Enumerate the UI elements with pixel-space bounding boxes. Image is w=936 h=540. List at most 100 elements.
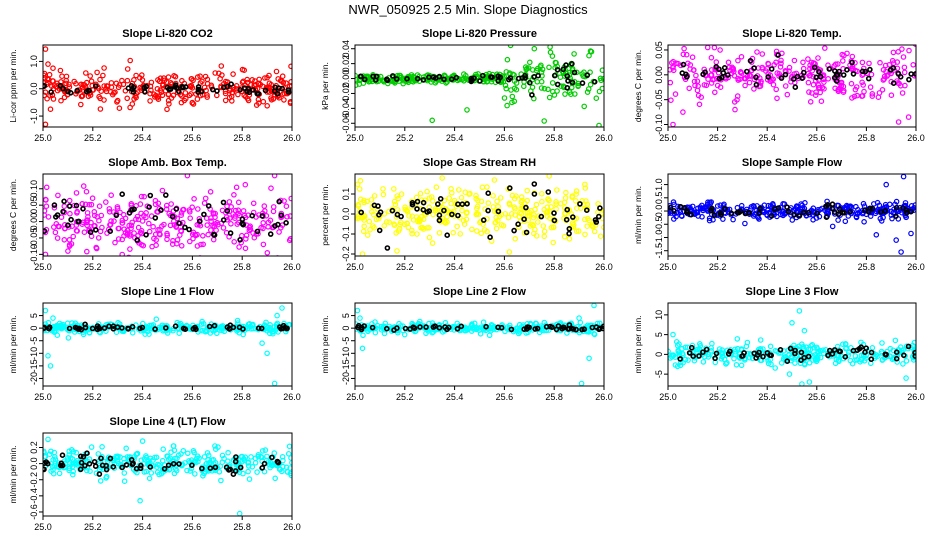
- data-point: [261, 208, 268, 214]
- data-point: [48, 83, 55, 90]
- data-point: [99, 224, 105, 231]
- data-point: [906, 76, 912, 83]
- data-point: [912, 202, 916, 208]
- data-point: [74, 210, 80, 216]
- data-point: [444, 213, 450, 220]
- y-tick-label: -0.10: [29, 244, 39, 265]
- data-point: [360, 332, 366, 339]
- data-point: [868, 356, 875, 363]
- data-point: [458, 323, 465, 330]
- data-point: [246, 227, 253, 234]
- data-point: [671, 201, 677, 208]
- data-point: [588, 48, 595, 55]
- x-tick-label: 25.0: [346, 262, 364, 272]
- data-point: [856, 209, 863, 216]
- x-tick-label: 25.8: [233, 522, 251, 532]
- chart-panel: Slope Sample Flow 25.0 25.2 25.4 25.6 25.8 26.…: [633, 157, 925, 272]
- data-point: [595, 213, 602, 220]
- data-point: [826, 66, 833, 72]
- data-point: [530, 214, 537, 221]
- data-point: [43, 448, 47, 455]
- data-point: [903, 207, 910, 213]
- x-tick-label: 25.0: [34, 262, 52, 272]
- data-point: [155, 77, 161, 83]
- data-point: [288, 79, 292, 85]
- data-point: [43, 184, 50, 191]
- data-point: [719, 347, 726, 353]
- data-point: [180, 325, 187, 332]
- data-point: [762, 68, 769, 74]
- data-point: [426, 74, 432, 80]
- data-point: [43, 325, 47, 332]
- data-point: [224, 208, 231, 214]
- x-tick-label: 25.6: [184, 392, 202, 402]
- x-tick-label: 26.0: [907, 262, 925, 272]
- data-point: [170, 458, 176, 465]
- data-point: [575, 82, 582, 89]
- data-point: [237, 237, 243, 243]
- data-point: [235, 210, 242, 217]
- data-point: [534, 219, 541, 225]
- data-point: [485, 200, 492, 206]
- data-point: [787, 345, 794, 352]
- data-point: [487, 234, 493, 240]
- data-point: [176, 330, 183, 337]
- data-point: [489, 74, 495, 80]
- data-point: [149, 243, 155, 250]
- x-tick-label: 25.0: [659, 262, 677, 272]
- data-point: [711, 76, 718, 83]
- data-point: [501, 95, 508, 101]
- data-point: [908, 208, 914, 215]
- data-point: [563, 189, 569, 196]
- y-tick-label: 5: [29, 313, 39, 318]
- data-point: [113, 212, 120, 219]
- data-point: [48, 448, 54, 455]
- data-point: [87, 229, 94, 235]
- data-point: [569, 79, 576, 86]
- data-point: [184, 467, 190, 474]
- data-point: [199, 327, 206, 334]
- data-point: [478, 198, 485, 205]
- data-point: [164, 106, 170, 113]
- data-point: [58, 97, 64, 104]
- data-point: [117, 209, 123, 216]
- data-point: [533, 67, 540, 74]
- data-point: [526, 79, 533, 86]
- data-point: [70, 471, 76, 478]
- data-point: [131, 206, 137, 212]
- data-point: [108, 192, 115, 199]
- data-point: [895, 48, 902, 55]
- data-point: [676, 341, 682, 347]
- data-point: [886, 62, 893, 68]
- data-point: [700, 349, 706, 356]
- data-point: [66, 243, 73, 249]
- data-point: [394, 193, 401, 199]
- data-point: [842, 341, 849, 348]
- data-point: [267, 217, 274, 224]
- data-point: [52, 324, 59, 330]
- data-point: [254, 90, 261, 97]
- chart-panel: Slope Gas Stream RH 25.0 25.2 25.4 25.6 25.8 2…: [320, 157, 613, 272]
- y-tick-label: -20: [29, 372, 39, 385]
- data-point: [444, 232, 451, 238]
- data-point: [111, 458, 117, 464]
- data-point: [798, 341, 805, 348]
- data-point: [537, 64, 544, 70]
- data-point: [194, 455, 200, 462]
- data-point: [264, 250, 271, 256]
- data-point: [264, 453, 270, 460]
- data-point: [683, 51, 690, 58]
- data-point: [765, 206, 772, 213]
- data-point: [234, 317, 241, 324]
- data-point: [163, 192, 169, 198]
- data-point: [155, 461, 161, 468]
- data-point: [147, 464, 154, 470]
- data-point: [250, 87, 256, 93]
- data-point: [43, 203, 50, 210]
- data-point: [125, 326, 132, 332]
- data-point: [389, 73, 396, 79]
- data-point: [130, 466, 137, 473]
- data-point: [365, 328, 371, 334]
- data-point: [694, 78, 701, 85]
- data-point: [853, 84, 860, 90]
